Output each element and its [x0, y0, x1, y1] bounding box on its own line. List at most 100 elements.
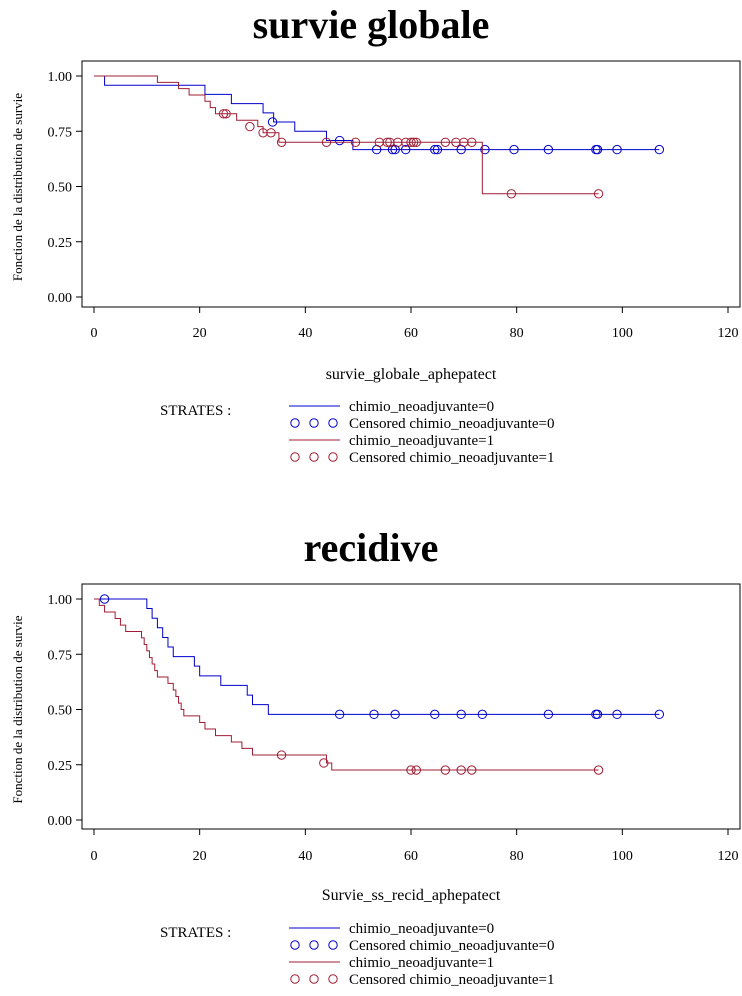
- chart-recidive: recidive 0.00 0.25 0.50 0.75 1.00 0 20 40 60 80 100…: [10, 525, 741, 988]
- censored-mark: [612, 144, 622, 155]
- y-tick-label: 0.25: [48, 759, 73, 774]
- legend-circle-swatch: [309, 940, 319, 950]
- y-tick-label: 0.75: [48, 648, 73, 663]
- x-tick-label: 80: [510, 326, 524, 341]
- y-tick-label: 0.00: [48, 814, 73, 829]
- censored-mark: [266, 128, 276, 138]
- legend-circle-swatch: [290, 974, 300, 984]
- y-tick-label: 0.00: [48, 291, 73, 306]
- legend-circle-swatch: [328, 418, 338, 428]
- chart-title: survie globale: [253, 2, 490, 47]
- censored-mark: [592, 709, 603, 720]
- censored-mark: [506, 189, 517, 199]
- legend-entry: chimio_neoadjuvante=0: [349, 399, 494, 415]
- censored-mark: [350, 137, 361, 148]
- censored-mark: [408, 137, 419, 148]
- censored-mark: [221, 109, 231, 119]
- censored-mark: [276, 137, 287, 148]
- censored-mark: [480, 144, 490, 155]
- legend-entry: chimio_neoadjuvante=0: [349, 921, 494, 937]
- y-tick-label: 0.75: [48, 125, 73, 140]
- x-tick-label: 100: [612, 849, 633, 864]
- legend-circle-swatch: [309, 974, 319, 984]
- y-tick-label: 0.50: [48, 181, 73, 196]
- censored-mark: [467, 137, 477, 148]
- censored-mark: [593, 765, 604, 775]
- censored-mark: [543, 144, 554, 155]
- censored-mark: [456, 765, 466, 775]
- censored-mark: [406, 137, 416, 148]
- censored-mark: [612, 709, 622, 720]
- legend-entry: Censored chimio_neoadjuvante=0: [349, 416, 555, 432]
- censored-mark: [430, 144, 440, 155]
- legend-circle-swatch: [290, 452, 300, 462]
- censored-mark: [390, 709, 400, 720]
- legend-circle-swatch: [309, 452, 319, 462]
- censored-mark: [276, 750, 287, 760]
- legend-circle-swatch: [328, 974, 338, 984]
- censored-mark: [440, 137, 451, 148]
- censored-mark: [432, 144, 443, 155]
- censored-mark: [593, 189, 604, 199]
- legend-circle-swatch: [309, 418, 319, 428]
- legend-circle-swatch: [328, 940, 338, 950]
- legend-circle-swatch: [328, 452, 338, 462]
- x-tick-label: 20: [193, 849, 207, 864]
- censored-mark: [267, 117, 278, 127]
- legend-heading: STRATES :: [160, 925, 231, 941]
- survival-curve-0: [94, 75, 660, 151]
- censored-mark: [654, 709, 665, 720]
- censored-mark: [369, 709, 379, 720]
- x-tick-label: 120: [718, 849, 739, 864]
- survival-curve-1: [94, 75, 599, 195]
- censored-mark: [245, 121, 255, 132]
- survival-curve-1: [94, 598, 599, 771]
- legend-circle-swatch: [290, 940, 300, 950]
- y-tick-label: 0.50: [48, 704, 73, 719]
- chart-survie-globale: survie globale 0.00 0.25 0.50 0.75 1.00 0 20 40 6…: [10, 2, 741, 466]
- legend-entry: Censored chimio_neoadjuvante=1: [349, 972, 555, 988]
- survival-curve-0: [94, 598, 660, 715]
- x-tick-label: 20: [193, 326, 207, 341]
- censored-mark: [411, 765, 421, 775]
- censored-mark: [430, 709, 440, 720]
- y-axis-label: Fonction de la distribution de survie: [10, 93, 25, 281]
- plot-frame: [81, 60, 741, 308]
- censored-mark: [99, 594, 110, 604]
- x-tick-label: 0: [91, 326, 98, 341]
- censored-mark: [321, 137, 332, 148]
- censored-mark: [654, 144, 665, 155]
- y-axis-label: Fonction de la distribution de survie: [10, 615, 25, 803]
- x-tick-label: 40: [298, 849, 312, 864]
- y-tick-label: 0.25: [48, 236, 73, 251]
- censored-mark: [401, 144, 411, 155]
- censored-mark: [382, 137, 392, 148]
- legend-heading: STRATES :: [160, 403, 231, 419]
- x-tick-label: 40: [298, 326, 312, 341]
- x-axis-label: Survie_ss_recid_aphepatect: [322, 887, 501, 904]
- censored-mark: [319, 758, 329, 768]
- censored-mark: [543, 709, 554, 720]
- legend-entry: Censored chimio_neoadjuvante=1: [349, 450, 555, 466]
- legend-entry: chimio_neoadjuvante=1: [349, 955, 494, 971]
- censored-mark: [477, 709, 488, 720]
- legend-entry: Censored chimio_neoadjuvante=0: [349, 938, 555, 954]
- censored-mark: [334, 135, 345, 146]
- y-tick-label: 1.00: [48, 593, 73, 608]
- legend-circle-swatch: [290, 418, 300, 428]
- censored-mark: [592, 144, 603, 155]
- censored-mark: [411, 137, 421, 148]
- censored-mark: [467, 765, 477, 775]
- censored-mark: [440, 765, 451, 775]
- censored-mark: [334, 709, 345, 720]
- x-tick-label: 60: [404, 326, 418, 341]
- x-tick-label: 120: [718, 326, 739, 341]
- x-tick-label: 100: [612, 326, 633, 341]
- censored-mark: [218, 109, 229, 119]
- censored-mark: [456, 709, 466, 720]
- x-tick-label: 80: [510, 849, 524, 864]
- x-tick-label: 0: [91, 849, 98, 864]
